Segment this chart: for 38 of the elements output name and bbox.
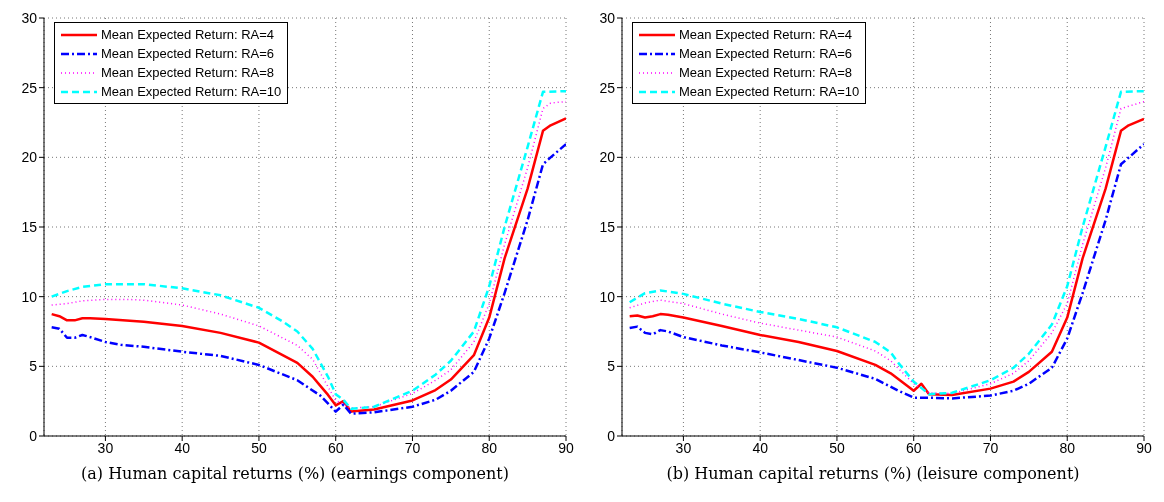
legend-label: Mean Expected Return: RA=10 xyxy=(679,83,860,101)
y-tick-label: 0 xyxy=(29,427,38,444)
x-tick-label: 30 xyxy=(97,439,114,456)
x-tick-label: 90 xyxy=(558,439,574,456)
x-tick-label: 60 xyxy=(905,439,922,456)
x-tick-label: 60 xyxy=(327,439,344,456)
x-tick-label: 80 xyxy=(1059,439,1076,456)
y-tick-label: 0 xyxy=(607,427,616,444)
x-tick-label: 80 xyxy=(481,439,498,456)
y-tick-label: 25 xyxy=(21,79,38,96)
legend-label: Mean Expected Return: RA=4 xyxy=(101,26,275,44)
y-tick-label: 10 xyxy=(21,288,38,305)
legend-label: Mean Expected Return: RA=6 xyxy=(679,45,853,63)
y-tick-label: 10 xyxy=(599,288,616,305)
y-tick-label: 15 xyxy=(21,218,38,235)
legend-label: Mean Expected Return: RA=10 xyxy=(101,83,282,101)
legend-label: Mean Expected Return: RA=4 xyxy=(679,26,853,44)
y-tick-label: 20 xyxy=(599,149,616,166)
x-tick-label: 30 xyxy=(675,439,692,456)
legend-label: Mean Expected Return: RA=6 xyxy=(101,45,275,63)
y-tick-label: 5 xyxy=(607,358,616,375)
x-tick-label: 90 xyxy=(1136,439,1152,456)
x-axis-title: (b) Human capital returns (%) (leisure component) xyxy=(665,464,1081,483)
y-tick-label: 5 xyxy=(29,358,38,375)
x-tick-label: 50 xyxy=(251,439,267,456)
y-tick-label: 20 xyxy=(21,149,38,166)
y-tick-label: 30 xyxy=(21,9,38,26)
legend-label: Mean Expected Return: RA=8 xyxy=(101,64,275,82)
x-tick-label: 70 xyxy=(404,439,421,456)
y-tick-label: 15 xyxy=(599,218,616,235)
y-tick-label: 25 xyxy=(599,79,616,96)
x-tick-label: 40 xyxy=(752,439,769,456)
legend-label: Mean Expected Return: RA=8 xyxy=(679,64,853,82)
x-axis-title: (a) Human capital returns (%) (earnings component) xyxy=(80,464,510,483)
x-tick-label: 40 xyxy=(174,439,191,456)
y-tick-label: 30 xyxy=(599,9,616,26)
x-tick-label: 50 xyxy=(829,439,845,456)
x-tick-label: 70 xyxy=(982,439,999,456)
